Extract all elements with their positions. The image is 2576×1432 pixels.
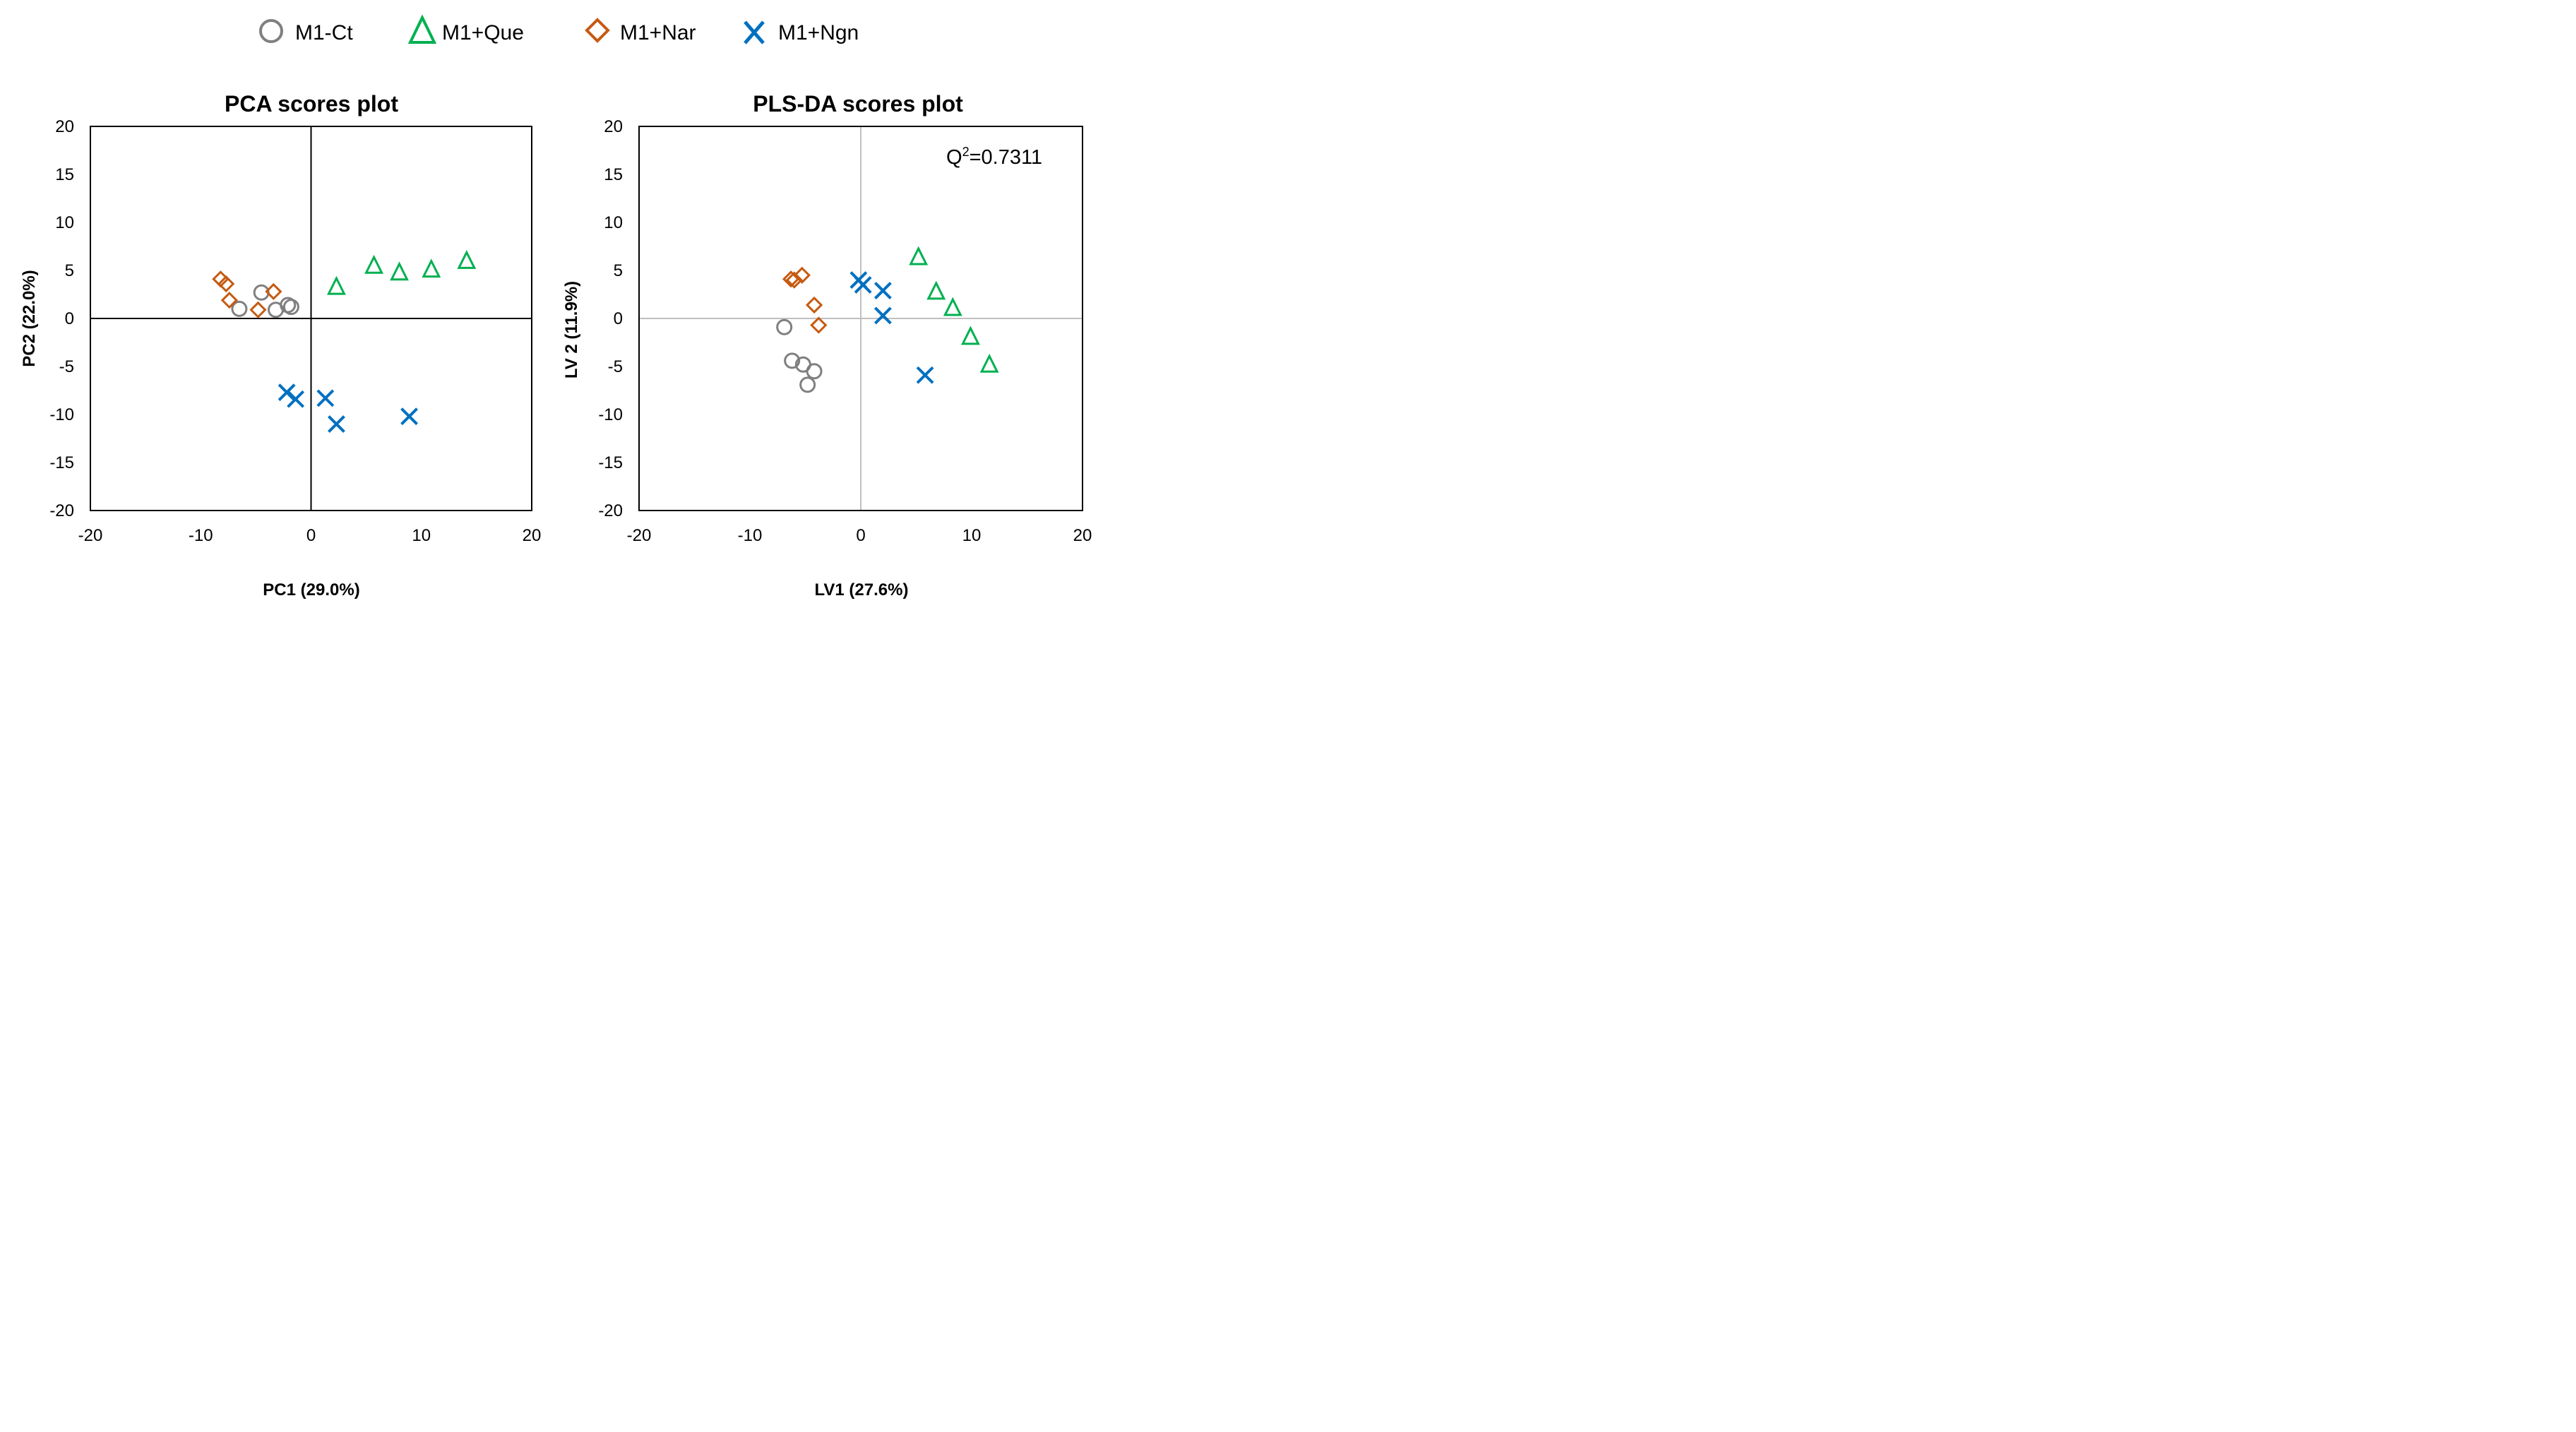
y-tick-label: -15 <box>49 453 74 472</box>
legend-label: M1+Nar <box>620 21 696 44</box>
marker-m1-ct <box>776 318 793 335</box>
legend-item-m1-nar: M1+Nar <box>585 18 696 44</box>
marker-m1-nar <box>220 292 238 309</box>
marker-m1-nar <box>810 316 828 334</box>
pca-markers <box>212 250 477 434</box>
y-tick-label: -10 <box>49 405 74 424</box>
pca-title: PCA scores plot <box>225 91 398 117</box>
marker-m1-que <box>926 280 946 300</box>
marker-m1-nar <box>217 275 235 293</box>
marker-m1-ngn <box>916 366 934 384</box>
marker-m1-que <box>327 275 346 295</box>
y-tick-label: 5 <box>65 261 74 280</box>
marker-m1-ct <box>231 300 248 317</box>
x-tick-label: 10 <box>412 526 431 545</box>
plsda-y-axis-label: LV 2 (11.9%) <box>562 281 581 378</box>
marker-m1-nar <box>249 301 267 318</box>
x-tick-label: -10 <box>738 526 763 545</box>
x-tick-label: 0 <box>306 526 316 545</box>
marker-m1-nar <box>265 282 282 301</box>
legend: M1-Ct M1+Que M1+Nar M1+Ngn <box>259 14 859 44</box>
marker-m1-nar <box>793 266 811 284</box>
y-tick-label: -5 <box>608 357 623 376</box>
x-tick-label: -10 <box>189 526 213 545</box>
y-tick-label: 10 <box>604 213 623 232</box>
x-tick-label: 20 <box>523 526 542 545</box>
x-icon <box>744 20 765 44</box>
marker-m1-que <box>422 258 441 278</box>
plsda-y-tick-labels: 20 15 10 5 0 -5 -10 -15 -20 <box>598 117 623 520</box>
x-tick-label: 0 <box>856 526 865 545</box>
y-tick-label: 15 <box>604 165 623 184</box>
pca-x-tick-labels: -20 -10 0 10 20 <box>78 526 542 545</box>
plsda-plot-area <box>638 126 1083 511</box>
marker-m1-ngn <box>278 383 296 402</box>
plsda-panel: PLS-DA scores plot 20 15 10 5 0 -5 -10 -15 -20 -… <box>562 91 1092 599</box>
legend-item-m1-que: M1+Que <box>407 14 524 44</box>
y-tick-label: -10 <box>598 405 623 424</box>
pca-x-axis-label: PC1 (29.0%) <box>263 580 359 599</box>
plsda-title: PLS-DA scores plot <box>753 91 963 117</box>
marker-m1-que <box>979 353 999 373</box>
marker-m1-ct <box>282 299 299 316</box>
pca-y-axis-label: PC2 (22.0%) <box>20 270 39 366</box>
diamond-icon <box>585 18 610 43</box>
marker-m1-que <box>909 246 929 265</box>
plsda-zero-lines <box>639 126 1083 511</box>
y-tick-label: 0 <box>65 309 74 328</box>
y-tick-label: 10 <box>55 213 74 232</box>
marker-m1-que <box>943 297 962 316</box>
y-tick-label: -15 <box>598 453 623 472</box>
marker-m1-nar <box>785 271 803 289</box>
legend-item-m1-ct: M1-Ct <box>259 19 353 44</box>
y-tick-label: 15 <box>55 165 74 184</box>
marker-m1-ngn <box>400 407 418 426</box>
triangle-icon <box>407 14 437 44</box>
pca-zero-lines <box>90 126 532 511</box>
y-tick-label: 20 <box>55 117 74 136</box>
marker-m1-ngn <box>328 415 345 434</box>
x-tick-label: -20 <box>627 526 652 545</box>
legend-item-m1-ngn: M1+Ngn <box>744 20 859 44</box>
q2-annotation: Q2=0.7311 <box>946 145 1042 169</box>
marker-m1-ct <box>806 363 823 380</box>
pca-y-tick-labels: 20 15 10 5 0 -5 -10 -15 -20 <box>49 117 74 520</box>
marker-m1-que <box>364 254 383 274</box>
marker-m1-ct <box>784 352 801 369</box>
circle-icon <box>259 19 283 43</box>
y-tick-label: -20 <box>49 501 74 520</box>
marker-m1-que <box>390 261 409 281</box>
marker-m1-nar <box>805 296 823 314</box>
plsda-markers <box>776 246 999 393</box>
y-tick-label: -5 <box>59 357 74 376</box>
pca-plot-area <box>90 126 532 511</box>
legend-label: M1+Ngn <box>778 21 859 44</box>
y-tick-label: -20 <box>598 501 623 520</box>
marker-m1-que <box>961 326 980 345</box>
marker-m1-ngn <box>854 275 872 294</box>
marker-m1-que <box>457 250 477 269</box>
y-tick-label: 0 <box>614 309 623 328</box>
marker-m1-ct <box>799 376 816 393</box>
x-tick-label: 20 <box>1073 526 1092 545</box>
y-tick-label: 20 <box>604 117 623 136</box>
legend-label: M1+Que <box>442 21 524 44</box>
legend-label: M1-Ct <box>295 21 353 44</box>
x-tick-label: 10 <box>962 526 982 545</box>
plsda-x-axis-label: LV1 (27.6%) <box>815 580 909 599</box>
marker-m1-ngn <box>873 306 892 325</box>
plsda-x-tick-labels: -20 -10 0 10 20 <box>627 526 1092 545</box>
marker-m1-ngn <box>873 282 892 299</box>
figure: M1-Ct M1+Que M1+Nar M1+Ngn PCA scores pl… <box>20 14 1092 599</box>
x-tick-label: -20 <box>78 526 103 545</box>
marker-m1-ngn <box>316 389 335 407</box>
marker-m1-ngn <box>287 390 305 408</box>
y-tick-label: 5 <box>614 261 623 280</box>
